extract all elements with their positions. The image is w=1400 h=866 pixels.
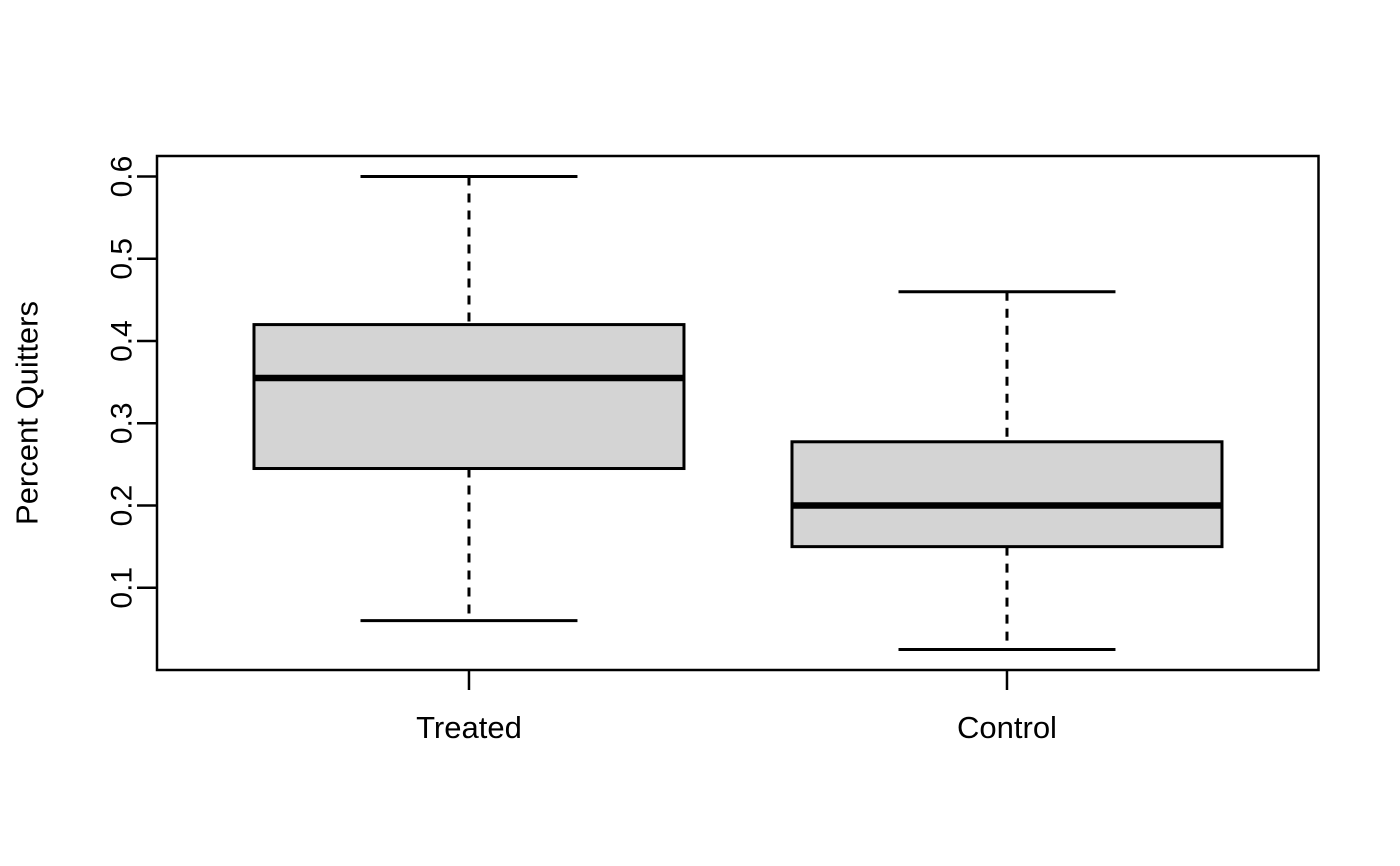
control-category-label: Control xyxy=(957,710,1057,745)
y-tick-label: 0.2 xyxy=(106,485,139,527)
y-tick-label: 0.1 xyxy=(106,567,139,609)
plot-frame xyxy=(155,154,1320,672)
y-tick-label: 0.5 xyxy=(106,238,139,280)
control-iqr-box xyxy=(790,440,1224,549)
y-tick-label: 0.4 xyxy=(106,320,139,362)
y-tick-label: 0.3 xyxy=(106,402,139,444)
y-axis-title: Percent Quitters xyxy=(10,301,45,525)
treated-category-label: Treated xyxy=(416,710,522,745)
treated-iqr-box xyxy=(252,323,686,471)
y-tick-label: 0.6 xyxy=(106,156,139,198)
